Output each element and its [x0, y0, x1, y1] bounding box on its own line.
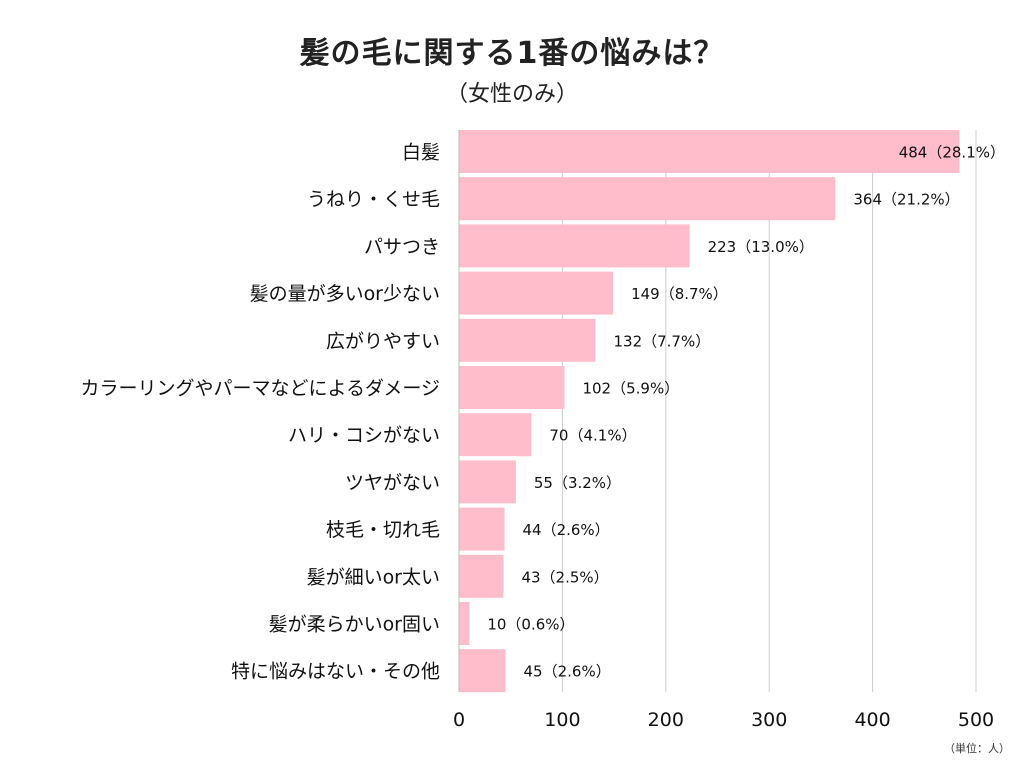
x-tick-label: 0: [453, 709, 465, 731]
category-label: 枝毛・切れ毛: [326, 519, 440, 541]
x-tick-label: 100: [544, 709, 580, 731]
bar: [459, 602, 470, 645]
data-label: 102（5.9%）: [582, 380, 679, 398]
bar: [459, 649, 506, 693]
data-label: 55（3.2%）: [534, 474, 621, 492]
bar: [459, 366, 565, 409]
category-label: 髪が柔らかいor固い: [269, 614, 440, 636]
bar: [459, 318, 596, 362]
data-label: 223（13.0%）: [708, 238, 814, 256]
category-label: カラーリングやパーマなどによるダメージ: [81, 378, 440, 400]
data-label: 70（4.1%）: [549, 427, 636, 445]
data-label: 43（2.5%）: [521, 568, 608, 586]
data-label: 484（28.1%）: [899, 144, 1005, 162]
bar: [459, 177, 836, 221]
chart-title: 髪の毛に関する1番の悩みは？: [299, 36, 725, 71]
chart-subtitle: （女性のみ）: [445, 82, 578, 107]
data-label: 10（0.6%）: [487, 616, 574, 634]
data-label: 364（21.2%）: [853, 191, 959, 209]
x-tick-label: 200: [648, 709, 684, 731]
category-label: 広がりやすい: [326, 330, 440, 352]
category-label: パサつき: [364, 236, 440, 258]
data-label: 132（7.7%）: [613, 332, 710, 350]
bar: [459, 413, 532, 457]
category-label: ハリ・コシがない: [288, 425, 440, 447]
category-label: 白髪: [402, 142, 440, 164]
x-tick-label: 300: [751, 709, 787, 731]
category-label: 髪の量が多いor少ない: [250, 283, 440, 305]
data-label: 44（2.6%）: [522, 521, 609, 539]
unit-note: （単位：人）: [944, 742, 1010, 755]
x-tick-label: 500: [958, 709, 994, 731]
bar: [459, 460, 516, 504]
bar: [459, 224, 690, 268]
category-label: 特に悩みはない・その他: [231, 661, 440, 683]
category-label: ツヤがない: [345, 472, 440, 494]
bar: [459, 554, 504, 598]
category-label: うねり・くせ毛: [307, 189, 440, 211]
category-label: 髪が細いor太い: [307, 566, 440, 588]
bar: [459, 130, 960, 173]
bar: [459, 507, 505, 551]
data-label: 149（8.7%）: [631, 285, 728, 303]
bar: [459, 271, 614, 315]
data-label: 45（2.6%）: [524, 663, 611, 681]
x-tick-label: 400: [854, 709, 890, 731]
